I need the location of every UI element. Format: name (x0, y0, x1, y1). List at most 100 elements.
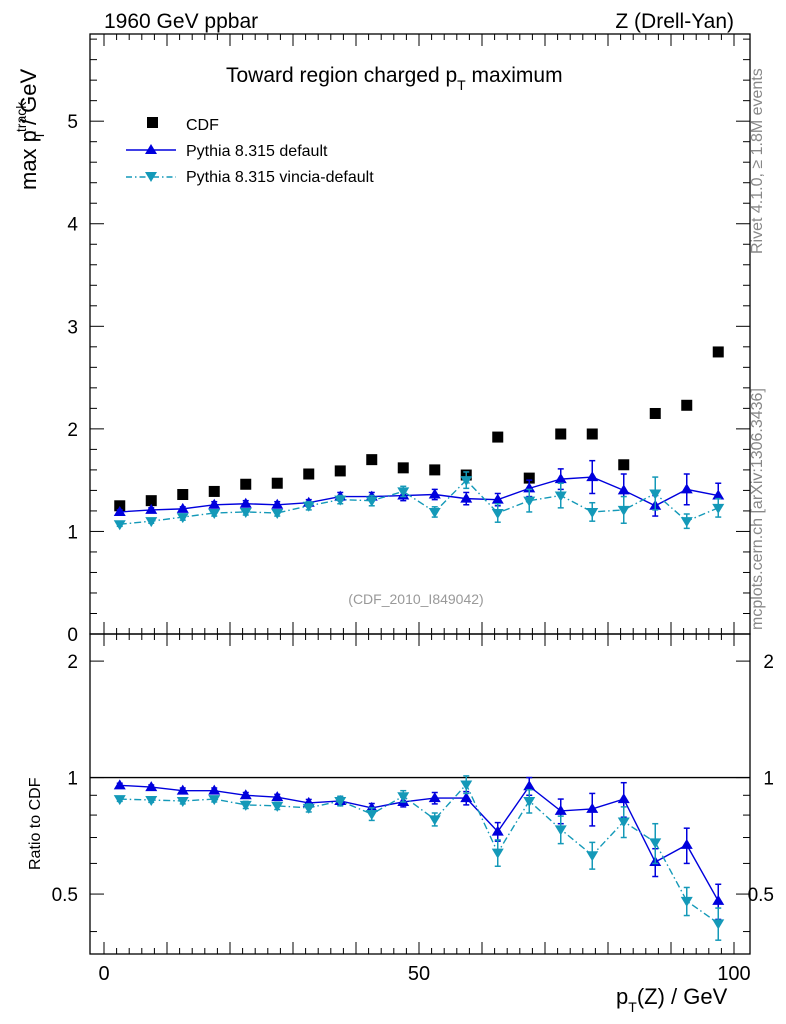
ratio-point-vincia (680, 896, 693, 907)
main-point-default (554, 473, 567, 484)
main-point-cdf (586, 428, 598, 440)
main-point-vincia (208, 508, 221, 519)
main-point-vincia (334, 495, 347, 506)
legend-label-default: Pythia 8.315 default (186, 143, 328, 160)
ratio-point-default (208, 784, 221, 795)
main-point-cdf (303, 468, 315, 480)
x-axis-label: pT(Z) / GeV (616, 984, 728, 1015)
ratio-y-tick-label-left: 1 (67, 769, 78, 790)
main-y-tick-label: 2 (67, 420, 78, 441)
main-point-default (617, 484, 630, 495)
ratio-line-default (119, 784, 719, 902)
main-point-vincia (145, 517, 158, 528)
process-label: Z (Drell-Yan) (615, 10, 734, 33)
main-point-cdf (397, 462, 409, 474)
main-point-cdf (334, 465, 346, 477)
ratio-point-vincia (428, 815, 441, 826)
main-y-axis-label: max ptrackT / GeV (13, 68, 47, 190)
ratio-plot-frame (89, 633, 751, 955)
main-y-tick-label: 4 (67, 215, 78, 236)
main-point-vincia (649, 489, 662, 500)
main-point-cdf (523, 472, 535, 484)
ratio-point-vincia (712, 919, 725, 930)
legend-label-cdf: CDF (186, 117, 219, 134)
main-point-default (208, 498, 221, 509)
main-point-vincia (239, 507, 252, 518)
ratio-point-vincia (271, 801, 284, 812)
energy-label: 1960 GeV ppbar (104, 10, 258, 33)
x-tick-label: 100 (717, 963, 750, 985)
legend-marker-default (145, 144, 157, 154)
main-point-vincia (176, 513, 189, 524)
ratio-point-vincia (302, 803, 315, 814)
main-point-cdf (429, 464, 441, 476)
ratio-point-default (176, 784, 189, 795)
main-point-cdf (681, 399, 693, 411)
main-point-cdf (712, 346, 724, 358)
main-plot-data (113, 346, 725, 531)
ratio-point-vincia (649, 838, 662, 849)
main-title: Toward region charged pT maximum (226, 64, 563, 93)
main-point-cdf (649, 407, 661, 419)
main-point-default (239, 497, 252, 508)
ratio-point-default (554, 804, 567, 815)
ratio-point-vincia (460, 780, 473, 791)
ratio-point-default (523, 780, 536, 791)
ratio-point-vincia (334, 796, 347, 807)
main-point-cdf (271, 477, 283, 489)
main-y-tick-label: 1 (67, 522, 78, 543)
mcplots-reference-label: mcplots.cern.ch [arXiv:1306.3436] (749, 388, 766, 630)
ratio-y-tick-label-left: 2 (67, 652, 78, 673)
main-point-cdf (366, 454, 378, 466)
main-y-zero-tick-label: 0 (67, 625, 78, 646)
ratio-point-vincia (113, 795, 126, 806)
ratio-point-vincia (145, 796, 158, 807)
legend-marker-cdf (147, 117, 158, 128)
ratio-point-default (271, 791, 284, 802)
ratio-point-vincia (239, 800, 252, 811)
legend: CDF Pythia 8.315 default Pythia 8.315 vi… (126, 117, 374, 186)
main-point-vincia (586, 507, 599, 518)
ratio-line-vincia (119, 783, 719, 924)
main-point-default (145, 503, 158, 514)
main-y-tick-label: 3 (67, 317, 78, 338)
ratio-point-vincia (554, 825, 567, 836)
main-point-vincia (271, 508, 284, 519)
ratio-point-default (712, 894, 725, 905)
ratio-point-vincia (523, 796, 536, 807)
ratio-plot-data (90, 775, 750, 941)
main-point-default (113, 505, 126, 516)
main-point-vincia (397, 487, 410, 498)
main-point-vincia (491, 508, 504, 519)
ratio-point-default (145, 781, 158, 792)
main-point-default (586, 471, 599, 482)
legend-marker-vincia (145, 172, 157, 182)
main-point-vincia (554, 491, 567, 502)
main-y-tick-label: 5 (67, 112, 78, 133)
main-point-cdf (240, 478, 252, 490)
main-point-vincia (428, 507, 441, 518)
x-tick-label: 50 (408, 963, 430, 985)
axes-ticks: 0 50 100 1 2 3 4 5 0.5 0.5 1 1 2 2 (52, 34, 774, 985)
ratio-point-vincia (617, 817, 630, 828)
ratio-point-default (428, 792, 441, 803)
ratio-y-axis-label: Ratio to CDF (27, 777, 44, 870)
ratio-point-vincia (491, 848, 504, 859)
rivet-version-label: Rivet 4.1.0, ≥ 1.8M events (749, 68, 766, 254)
ratio-y-tick-label-left: 0.5 (52, 885, 78, 906)
ratio-point-default (491, 825, 504, 836)
ratio-y-tick-label-right: 1 (763, 769, 774, 790)
main-point-cdf (208, 485, 220, 497)
main-point-default (460, 492, 473, 503)
ratio-y-tick-label-right: 2 (763, 652, 774, 673)
main-point-default (491, 493, 504, 504)
ratio-point-vincia (176, 796, 189, 807)
ratio-point-default (617, 793, 630, 804)
x-tick-label: 0 (98, 963, 109, 985)
main-point-default (176, 502, 189, 513)
ratio-point-vincia (586, 851, 599, 862)
main-point-default (428, 488, 441, 499)
ratio-point-default (365, 801, 378, 812)
main-point-cdf (177, 489, 189, 501)
main-point-vincia (680, 517, 693, 528)
